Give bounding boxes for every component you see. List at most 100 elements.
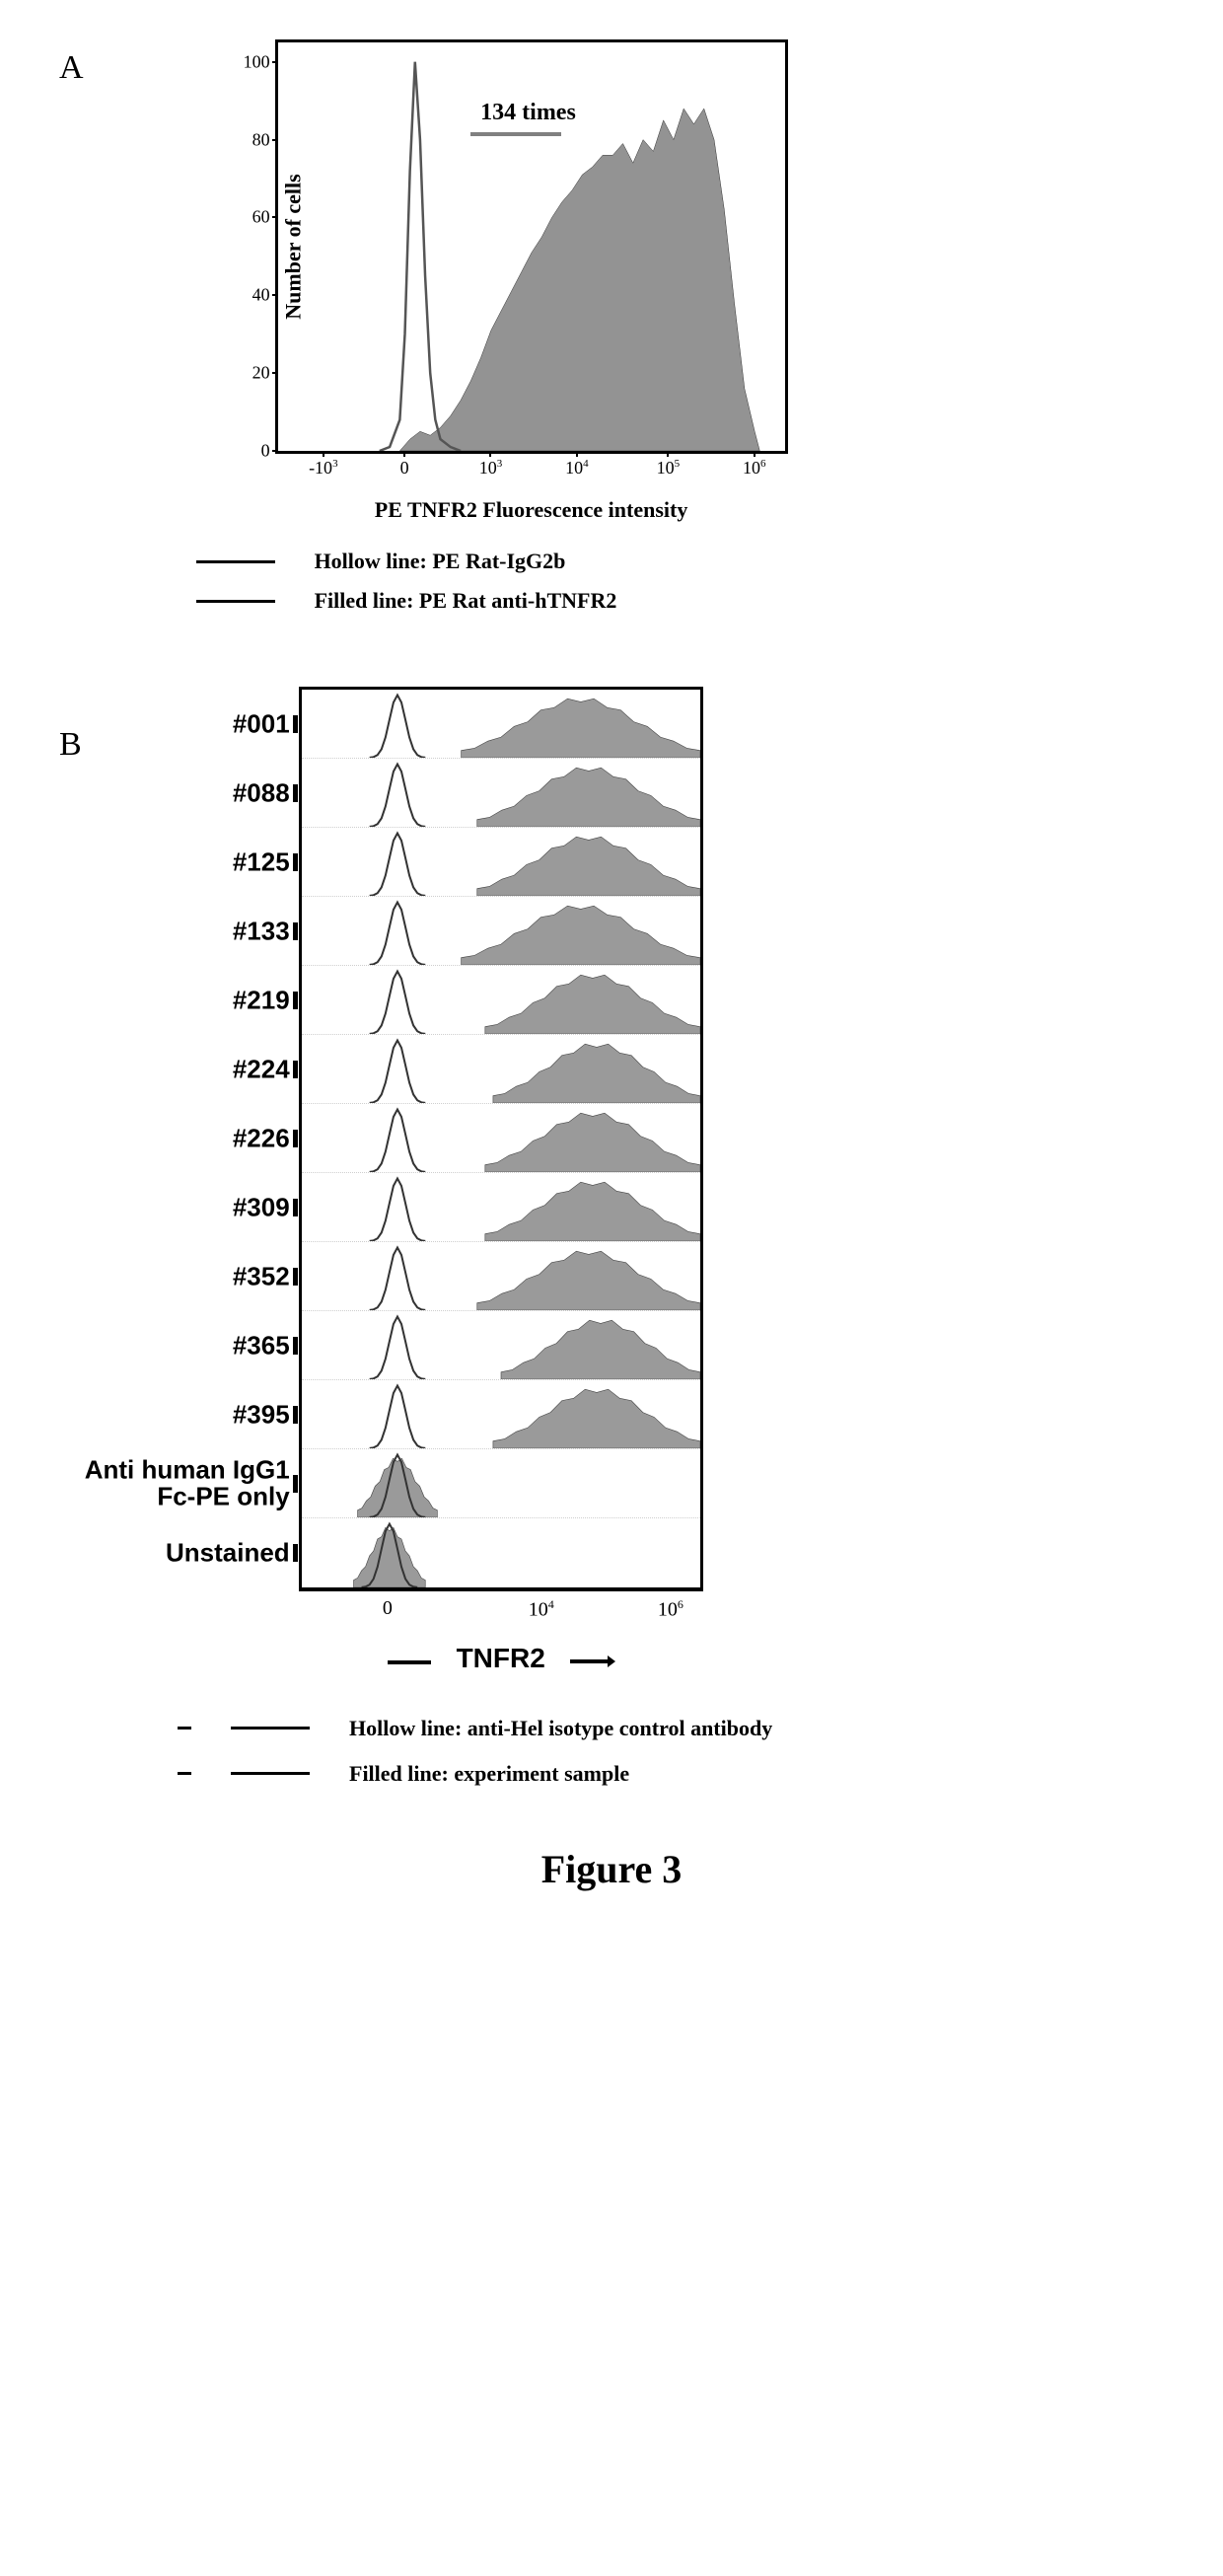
ytick-mark xyxy=(272,216,278,218)
histogram-row: #088 xyxy=(302,759,700,828)
xtick: 0 xyxy=(383,1597,393,1620)
histogram-row: #219 xyxy=(302,966,700,1035)
histogram-row: Anti human IgG1Fc-PE only xyxy=(302,1449,700,1518)
histogram-row: #395 xyxy=(302,1380,700,1449)
legend-dash-icon xyxy=(178,1727,191,1730)
shift-annotation-bar xyxy=(470,132,562,136)
row-svg xyxy=(302,1518,700,1587)
ytick: 0 xyxy=(235,441,270,462)
row-label: #125 xyxy=(233,848,302,875)
row-svg xyxy=(302,759,700,827)
row-tick xyxy=(293,853,298,871)
row-svg xyxy=(302,1311,700,1379)
row-label: #226 xyxy=(233,1125,302,1151)
row-label: Unstained xyxy=(166,1539,302,1566)
row-tick xyxy=(293,992,298,1009)
row-svg xyxy=(302,1104,700,1172)
row-label: #088 xyxy=(233,779,302,806)
row-svg xyxy=(302,828,700,896)
row-svg xyxy=(302,897,700,965)
histogram-row: #125 xyxy=(302,828,700,897)
row-label: #133 xyxy=(233,918,302,944)
ytick-mark xyxy=(272,139,278,141)
row-label: #365 xyxy=(233,1332,302,1359)
row-tick xyxy=(293,1475,298,1493)
shift-annotation: 134 times xyxy=(480,100,576,126)
xtick: 103 xyxy=(479,458,503,478)
legend-row: Hollow line: PE Rat-IgG2b xyxy=(196,549,749,574)
row-tick xyxy=(293,1268,298,1286)
legend-text: Hollow line: anti-Hel isotype control an… xyxy=(349,1716,772,1741)
xtick: 105 xyxy=(657,458,681,478)
row-svg xyxy=(302,1242,700,1310)
row-label: #224 xyxy=(233,1056,302,1082)
xtick-mark xyxy=(576,451,578,457)
histogram-row: #226 xyxy=(302,1104,700,1173)
legend-swatch-filled xyxy=(231,1772,310,1775)
row-label: #219 xyxy=(233,987,302,1013)
legend-dash-icon xyxy=(178,1772,191,1775)
row-label: Anti human IgG1Fc-PE only xyxy=(85,1456,302,1510)
row-label: #309 xyxy=(233,1194,302,1220)
xtick: 104 xyxy=(565,458,589,478)
ytick: 60 xyxy=(235,207,270,228)
xtick-mark xyxy=(754,451,755,457)
xtick: -103 xyxy=(309,458,338,478)
row-tick xyxy=(293,1061,298,1078)
chart-b: #001#088#125#133#219#224#226#309#352#365… xyxy=(299,687,703,1591)
histogram-row: #352 xyxy=(302,1242,700,1311)
legend-text: Filled line: PE Rat anti-hTNFR2 xyxy=(315,588,617,614)
panel-a-legend: Hollow line: PE Rat-IgG2b Filled line: P… xyxy=(196,549,749,614)
row-svg xyxy=(302,1380,700,1448)
row-svg xyxy=(302,1173,700,1241)
chart-a-xlabel: PE TNFR2 Fluorescence intensity xyxy=(275,497,788,523)
histogram-row: #133 xyxy=(302,897,700,966)
ytick: 20 xyxy=(235,363,270,384)
chart-a: Number of cells 134 times 020406080100-1… xyxy=(275,39,788,454)
legend-swatch-hollow xyxy=(196,560,275,563)
row-label: #395 xyxy=(233,1401,302,1428)
ytick: 100 xyxy=(235,51,270,72)
row-tick xyxy=(293,1199,298,1216)
histogram-row: Unstained xyxy=(302,1518,700,1587)
panel-a: A Number of cells 134 times 020406080100… xyxy=(59,39,1164,627)
row-tick xyxy=(293,922,298,940)
panel-a-label: A xyxy=(59,49,84,87)
arrow-right-icon xyxy=(568,1645,615,1676)
chart-a-wrap: Number of cells 134 times 020406080100-1… xyxy=(206,39,758,523)
row-tick xyxy=(293,784,298,802)
chart-b-xaxis: 0104106 xyxy=(299,1591,703,1637)
row-tick xyxy=(293,1337,298,1355)
arrow-left-icon xyxy=(386,1645,433,1676)
row-svg xyxy=(302,1449,700,1517)
row-tick xyxy=(293,1406,298,1424)
ytick: 80 xyxy=(235,129,270,150)
row-tick xyxy=(293,1130,298,1147)
panel-a-content: Number of cells 134 times 020406080100-1… xyxy=(127,39,758,627)
chart-b-xlabel-row: TNFR2 xyxy=(299,1643,703,1676)
row-tick xyxy=(293,715,298,733)
chart-b-wrap: #001#088#125#133#219#224#226#309#352#365… xyxy=(299,687,703,1676)
row-label: #352 xyxy=(233,1263,302,1289)
panel-b-label: B xyxy=(59,726,82,764)
row-svg xyxy=(302,690,700,758)
ytick-mark xyxy=(272,61,278,63)
xtick: 0 xyxy=(400,458,409,478)
row-svg xyxy=(302,1035,700,1103)
row-label: #001 xyxy=(233,710,302,737)
legend-swatch-filled xyxy=(196,600,275,603)
panel-b: B #001#088#125#133#219#224#226#309#352#3… xyxy=(59,687,1164,1787)
legend-row: Filled line: PE Rat anti-hTNFR2 xyxy=(196,588,749,614)
histogram-row: #365 xyxy=(302,1311,700,1380)
histogram-row: #001 xyxy=(302,690,700,759)
ytick-mark xyxy=(272,372,278,374)
legend-swatch-hollow xyxy=(231,1727,310,1730)
xtick-mark xyxy=(403,451,405,457)
legend-text: Hollow line: PE Rat-IgG2b xyxy=(315,549,566,574)
ytick-mark xyxy=(272,450,278,452)
panel-b-legend: Hollow line: anti-Hel isotype control an… xyxy=(178,1716,1164,1787)
legend-row: Filled line: experiment sample xyxy=(178,1761,1164,1787)
xtick-mark xyxy=(323,451,324,457)
row-svg xyxy=(302,966,700,1034)
legend-text: Filled line: experiment sample xyxy=(349,1761,629,1787)
